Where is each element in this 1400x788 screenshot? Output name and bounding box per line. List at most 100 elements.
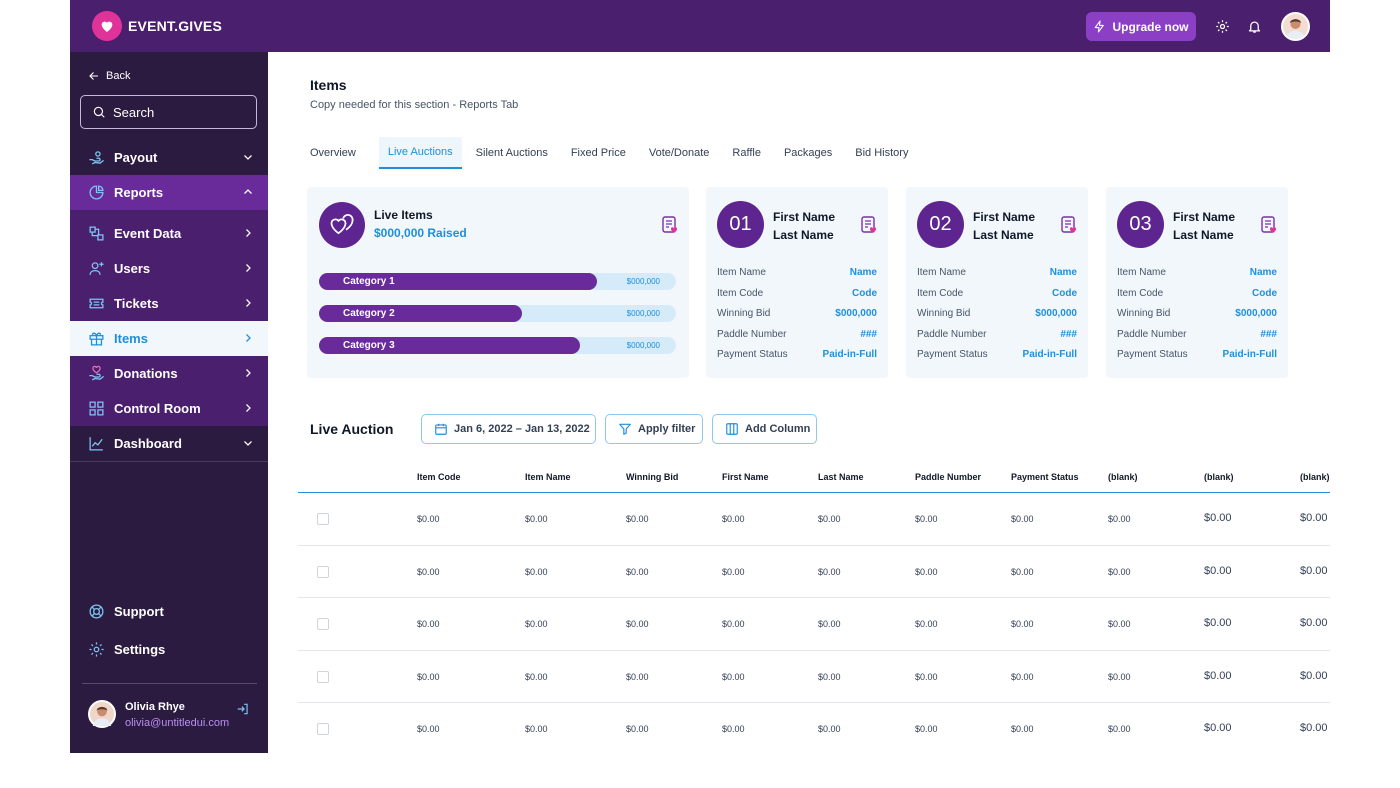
document-heart-icon[interactable] [861,216,877,234]
column-header[interactable]: Payment Status [1011,472,1079,482]
column-header[interactable]: Item Name [525,472,571,482]
upgrade-button[interactable]: Upgrade now [1086,12,1196,41]
back-link[interactable]: Back [88,70,130,82]
row-checkbox[interactable] [317,618,329,630]
search-input[interactable]: Search [80,95,257,129]
apply-filter-button[interactable]: Apply filter [605,414,703,444]
row-checkbox[interactable] [317,670,329,683]
table-cell: $0.00 [1204,722,1232,734]
sidebar-item-users[interactable]: Users [70,251,268,286]
tab-bid-history[interactable]: Bid History [855,147,909,159]
sidebar-item-control-room[interactable]: Control Room [70,391,268,426]
table-cell: $0.00 [1011,724,1034,734]
column-header[interactable]: (blank) [1204,472,1234,482]
bid-field: Item Name Name [717,267,877,281]
bid-field: Item Name Name [1117,267,1277,281]
sidebar-item-event-data[interactable]: Event Data [70,216,268,251]
document-heart-icon[interactable] [1061,216,1077,234]
column-header[interactable]: First Name [722,472,769,482]
brand-logo[interactable]: EVENT.GIVES [92,11,222,41]
sidebar-item-label: Items [114,331,148,346]
bid-field-value: Paid-in-Full [822,349,877,361]
bid-field-value: ### [860,328,877,340]
table-cell: $0.00 [1300,617,1328,629]
tab-live-auctions[interactable]: Live Auctions [378,137,462,169]
bid-field-label: Payment Status [717,349,788,361]
logout-icon[interactable] [236,702,250,716]
add-column-button[interactable]: Add Column [712,414,817,444]
brand-name: EVENT.GIVES [128,18,223,34]
tab-fixed-price[interactable]: Fixed Price [570,147,626,159]
sidebar-bottom-nav: Support Settings [70,592,268,668]
column-header[interactable]: Winning Bid [626,472,679,482]
bell-icon[interactable] [1245,17,1263,35]
bidder-last-name: Last Name [773,228,834,242]
column-header[interactable]: (blank) [1108,472,1138,482]
table-cell: $0.00 [818,724,841,734]
document-heart-icon[interactable] [662,216,678,234]
bid-field-label: Item Name [917,267,966,278]
table-cell: $0.00 [525,619,548,629]
user-profile: Olivia Rhye olivia@untitledui.com [82,683,257,753]
tab-silent-auctions[interactable]: Silent Auctions [475,147,548,159]
sidebar-item-label: Tickets [114,296,159,311]
table-cell: $0.00 [915,671,938,682]
sidebar-item-items[interactable]: Items [70,321,268,356]
bid-field-label: Winning Bid [917,308,971,320]
row-checkbox[interactable] [317,513,329,525]
tab-overview[interactable]: Overview [310,147,356,159]
table-cell: $0.00 [525,724,548,734]
row-checkbox[interactable] [317,565,329,578]
page-subtitle: Copy needed for this section - Reports T… [310,99,519,111]
live-items-raised: $000,000 Raised [374,226,467,240]
bid-field-label: Paddle Number [1117,328,1187,340]
table-cell: $0.00 [722,619,745,629]
user-avatar[interactable] [1281,12,1310,41]
column-header[interactable]: Paddle Number [915,472,982,482]
bidder-name: First Name Last Name [773,208,835,244]
bid-field: Item Code Code [917,288,1077,302]
live-auction-title: Live Auction [310,421,394,437]
category-bar-fill [319,337,580,354]
table-row: $0.00 $0.00 $0.00 $0.00 $0.00 $0.00 $0.00 $0.00… [298,651,1330,703]
category-bar: Category 3 $000,000 [319,337,676,354]
table-cell: $0.00 [1011,619,1034,629]
sidebar-item-dashboard[interactable]: Dashboard [70,426,268,461]
table-cell: $0.00 [1108,566,1131,577]
sidebar-item-reports[interactable]: Reports [70,175,268,210]
column-header[interactable]: Last Name [818,472,864,482]
chevron-up-icon [244,189,252,194]
document-heart-icon[interactable] [1261,216,1277,234]
gear-icon[interactable] [1213,17,1231,35]
payout-icon [88,149,105,166]
avatar[interactable] [88,700,116,728]
category-bar-fill [319,273,598,290]
sidebar-item-label: Support [114,603,164,619]
column-header[interactable]: (blank) [1300,472,1330,482]
sidebar-item-settings[interactable]: Settings [70,630,268,668]
table-cell: $0.00 [1204,564,1232,577]
chevron-right-icon [246,264,251,272]
tab-raffle[interactable]: Raffle [732,147,761,159]
date-range-picker[interactable]: Jan 6, 2022 – Jan 13, 2022 [421,414,596,444]
bid-field-label: Winning Bid [1117,308,1171,320]
sidebar-item-donations[interactable]: Donations [70,356,268,391]
row-checkbox[interactable] [317,723,329,735]
sidebar-item-support[interactable]: Support [70,592,268,630]
tab-packages[interactable]: Packages [783,147,833,159]
column-header[interactable]: Item Code [417,472,461,482]
table-cell: $0.00 [626,514,649,524]
table-cell: $0.00 [417,514,440,524]
sidebar-item-payout[interactable]: Payout [70,140,268,175]
bidder-first-name: First Name [973,210,1036,224]
sidebar-item-tickets[interactable]: Tickets [70,286,268,321]
tab-vote-donate[interactable]: Vote/Donate [648,147,710,159]
user-email: olivia@untitledui.com [125,717,230,729]
bid-field-label: Item Code [917,287,964,299]
bidder-last-name: Last Name [973,228,1034,242]
table-row: $0.00 $0.00 $0.00 $0.00 $0.00 $0.00 $0.00 $0.00… [298,546,1330,598]
live-items-card: Live Items $000,000 Raised Category 1 $0… [307,187,689,378]
nav-divider [70,461,268,462]
ticket-icon [88,295,105,312]
table-cell: $0.00 [722,566,745,577]
